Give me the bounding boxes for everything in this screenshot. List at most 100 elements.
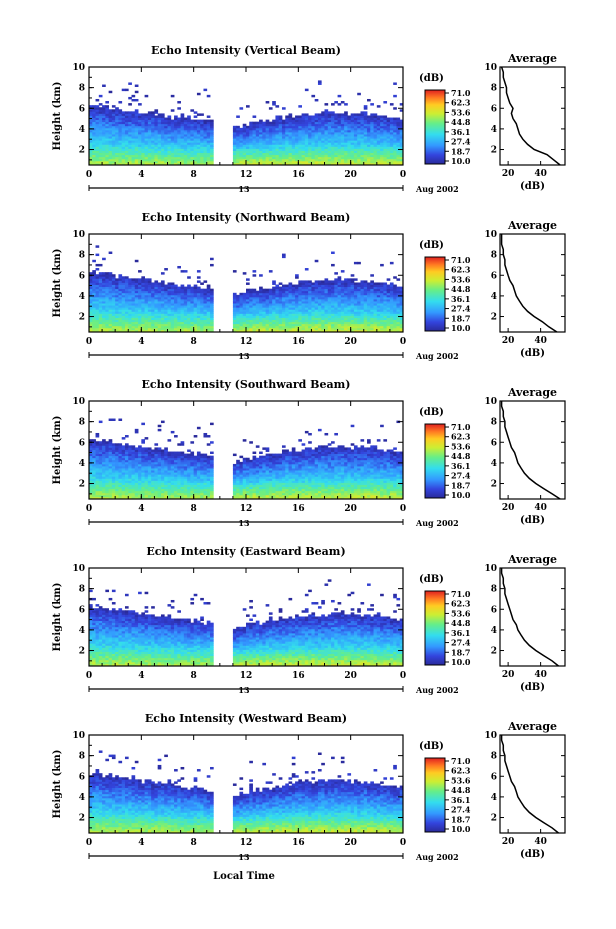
x-tick-label: 20 [344,170,357,180]
y-axis-label: Height (km) [52,416,63,485]
x-tick-label: 4 [138,337,144,347]
avg-y-tick-label: 6 [491,438,497,448]
x-tick-label: 8 [191,671,197,681]
y-axis-label: Height (km) [52,750,63,819]
avg-y-tick-label: 4 [491,125,497,135]
colorbar-tick-label: 36.1 [451,795,470,805]
x-tick-label: 0 [86,838,92,848]
x-tick-label: 0 [400,170,406,180]
colorbar-tick-label: 53.6 [451,441,471,451]
avg-x-tick-label: 40 [534,169,547,179]
colorbar-tick-label: 71.0 [451,422,471,432]
avg-x-tick-label: 40 [534,503,547,513]
x-tick-label: 12 [240,504,253,514]
y-tick-label: 10 [72,731,85,741]
colorbar-tick-label: 10.0 [451,824,471,834]
y-tick-label: 8 [79,84,85,94]
colorbar-tick-label: 27.4 [451,805,471,815]
colorbar-tick-label: 18.7 [451,647,470,657]
panel-title: Echo Intensity (Westward Beam) [145,712,347,725]
avg-y-tick-label: 6 [491,271,497,281]
colorbar-tick-label: 36.1 [451,461,470,471]
avg-y-tick-label: 8 [491,585,497,595]
x-tick-label: 16 [292,838,305,848]
y-tick-label: 4 [79,626,85,636]
echo-heatmap [89,579,404,667]
colorbar-unit: (dB) [419,574,444,585]
colorbar [424,89,446,165]
colorbar-tick-label: 44.8 [451,785,471,795]
date-label: Aug 2002 [415,518,459,528]
average-profile-line [500,735,559,834]
average-title: Average [507,553,557,566]
y-tick-label: 2 [79,146,85,156]
average-frame [499,233,566,333]
panel-3: Echo Intensity (Southward Beam) 2 4 6 8 10 Hei… [52,378,566,528]
colorbar-tick-label: 10.0 [451,323,471,333]
panel-title: Echo Intensity (Northward Beam) [142,211,351,224]
day-label: 13 [238,351,250,361]
y-tick-label: 10 [72,564,85,574]
avg-y-tick-label: 6 [491,104,497,114]
average-frame [499,66,566,166]
y-tick-label: 6 [79,438,85,448]
colorbar [424,757,446,833]
colorbar-unit: (dB) [419,73,444,84]
echo-heatmap [89,80,404,166]
avg-x-axis-label: (dB) [520,849,545,860]
y-tick-label: 2 [79,313,85,323]
colorbar-tick-label: 44.8 [451,117,471,127]
average-title: Average [507,386,557,399]
avg-x-tick-label: 20 [502,169,515,179]
date-label: Aug 2002 [415,184,459,194]
y-tick-label: 4 [79,292,85,302]
colorbar-tick-label: 36.1 [451,127,470,137]
avg-x-tick-label: 40 [534,837,547,847]
colorbar-tick-label: 71.0 [451,756,471,766]
colorbar-tick-label: 53.6 [451,608,471,618]
x-axis-label: Local Time [213,871,275,882]
avg-y-tick-label: 10 [484,397,497,407]
panel-title: Echo Intensity (Southward Beam) [142,378,351,391]
avg-y-tick-label: 4 [491,626,497,636]
x-tick-label: 8 [191,337,197,347]
x-tick-label: 8 [191,170,197,180]
colorbar-tick-label: 44.8 [451,284,471,294]
x-tick-label: 0 [400,671,406,681]
x-tick-label: 0 [86,337,92,347]
average-profile-line [500,234,558,333]
x-tick-label: 12 [240,170,253,180]
x-tick-label: 4 [138,838,144,848]
colorbar-tick-label: 27.4 [451,137,471,147]
colorbar-tick-label: 36.1 [451,628,470,638]
colorbar [424,256,446,332]
avg-x-tick-label: 20 [502,336,515,346]
x-tick-label: 0 [400,838,406,848]
x-tick-label: 0 [86,671,92,681]
y-tick-label: 4 [79,793,85,803]
x-tick-label: 4 [138,504,144,514]
x-tick-label: 16 [292,504,305,514]
avg-y-tick-label: 10 [484,731,497,741]
y-tick-label: 8 [79,251,85,261]
colorbar-tick-label: 44.8 [451,618,471,628]
day-label: 13 [238,184,250,194]
x-tick-label: 20 [344,838,357,848]
avg-x-tick-label: 20 [502,837,515,847]
x-tick-label: 12 [240,671,253,681]
colorbar-tick-label: 18.7 [451,146,470,156]
average-profile-line [500,568,559,667]
avg-y-tick-label: 4 [491,459,497,469]
avg-y-tick-label: 2 [491,814,497,824]
avg-x-axis-label: (dB) [520,515,545,526]
colorbar-tick-label: 62.3 [451,432,471,442]
avg-y-tick-label: 4 [491,292,497,302]
y-axis-label: Height (km) [52,82,63,151]
average-frame [499,567,566,667]
average-profile-line [500,66,561,166]
x-tick-label: 4 [138,170,144,180]
avg-y-tick-label: 2 [491,146,497,156]
colorbar-tick-label: 27.4 [451,471,471,481]
x-tick-label: 20 [344,337,357,347]
colorbar-tick-label: 10.0 [451,490,471,500]
